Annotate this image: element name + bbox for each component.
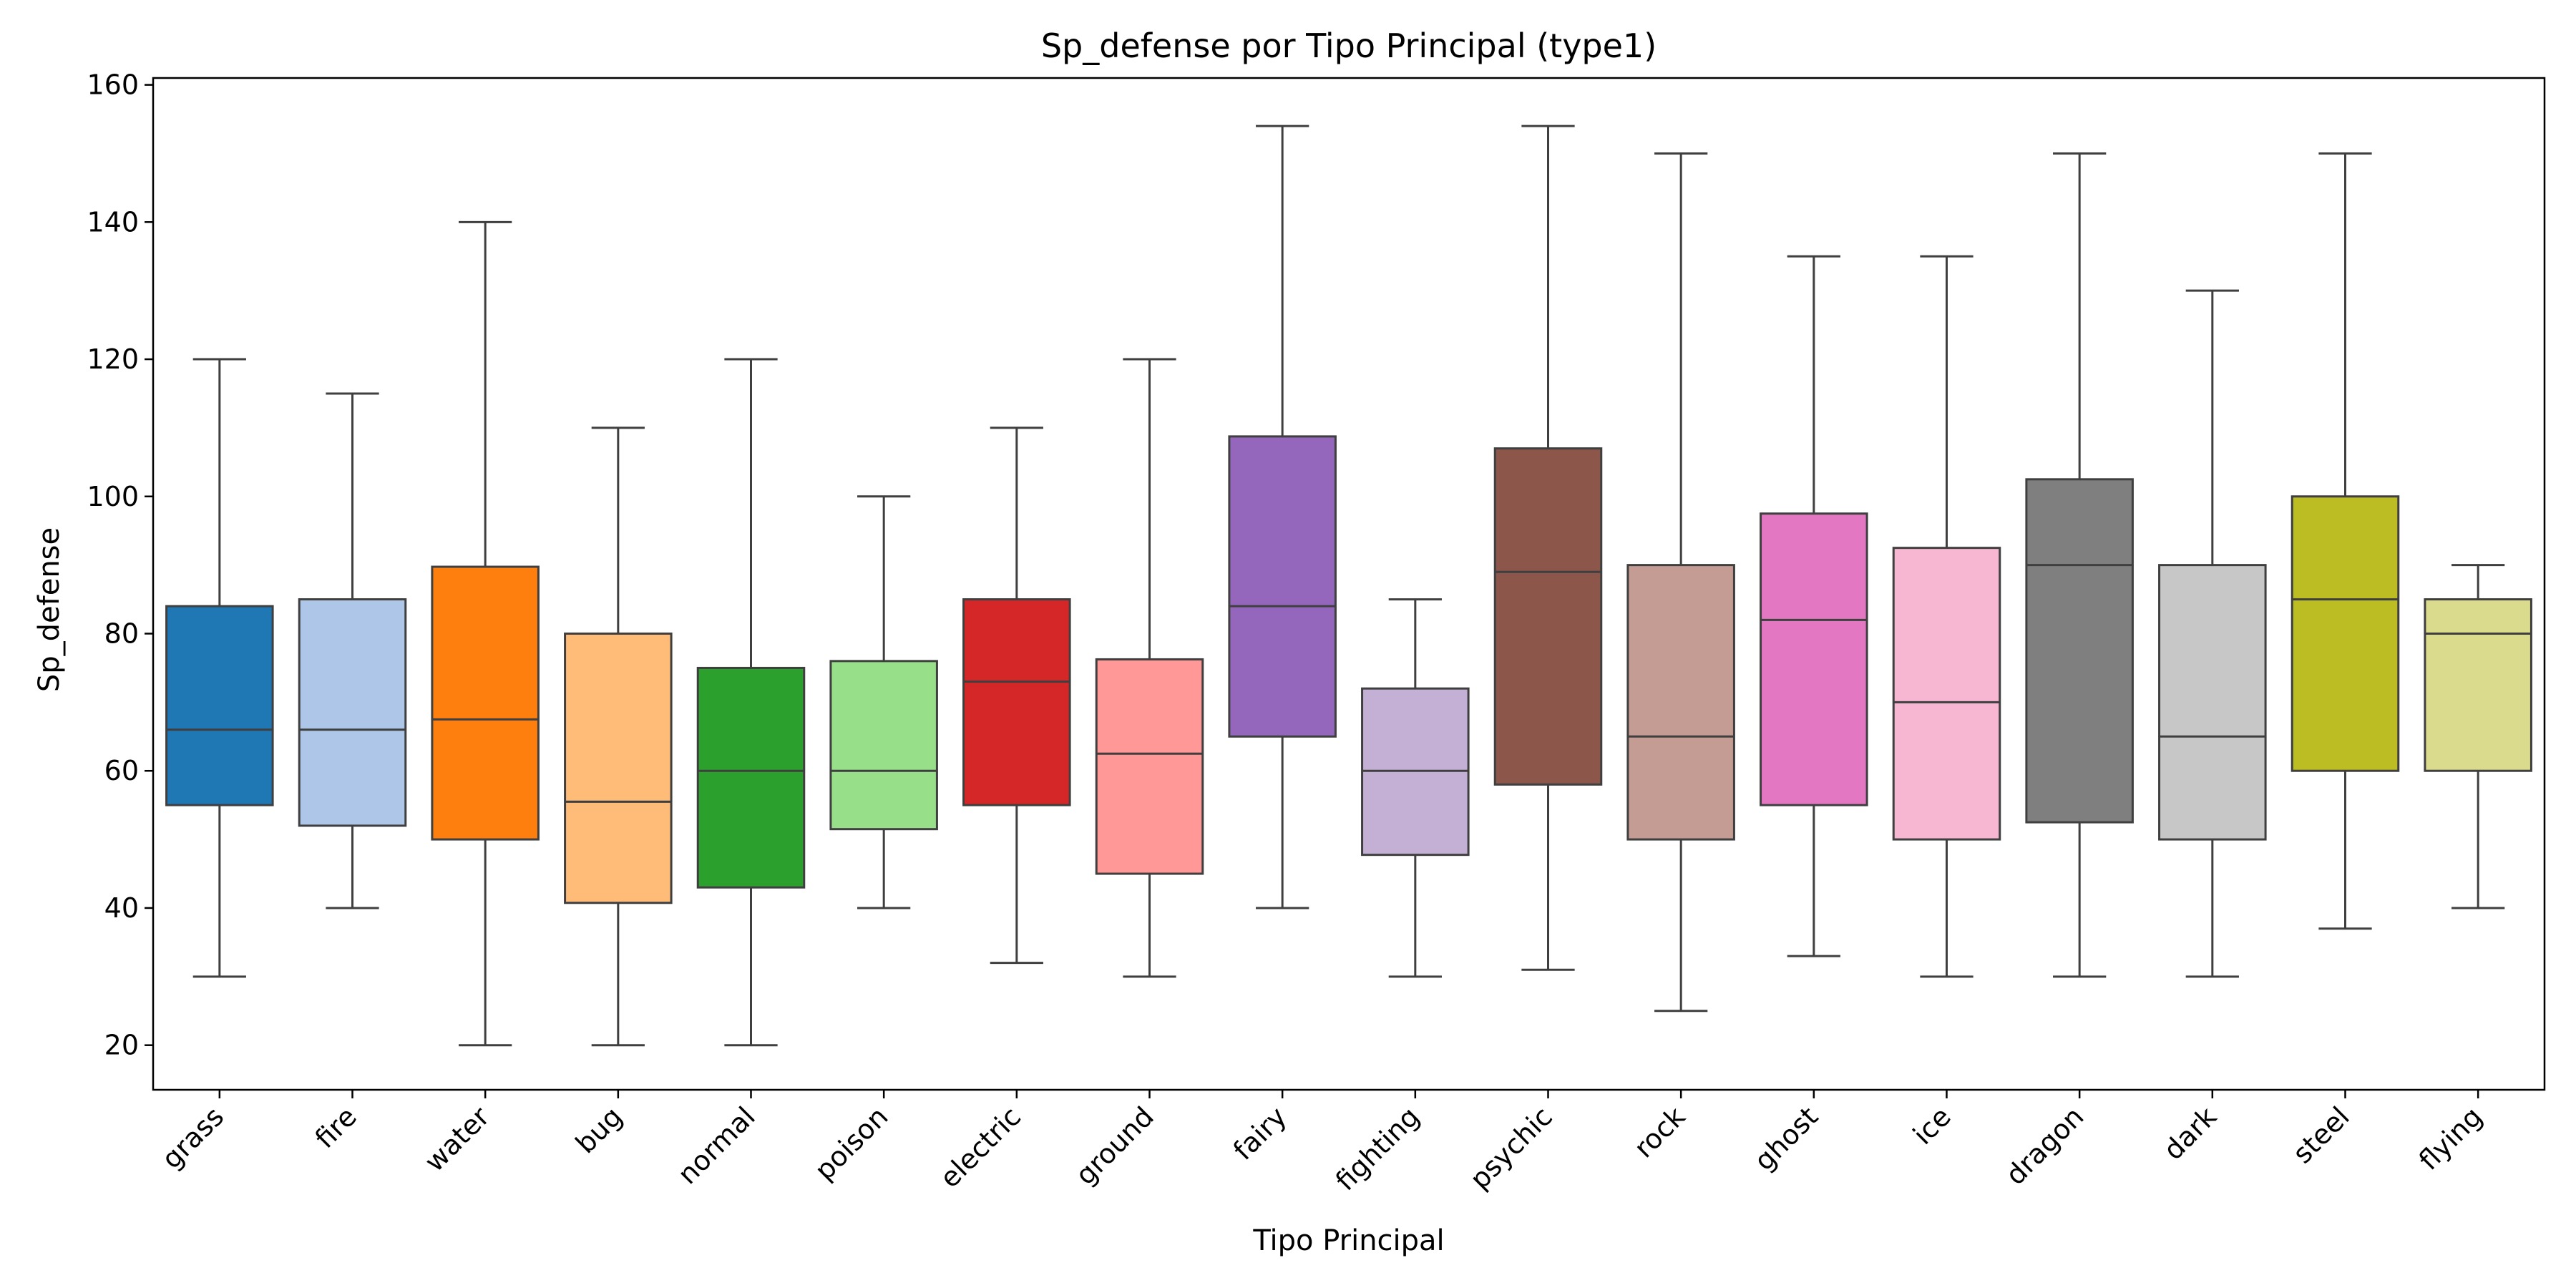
box-normal	[696, 358, 806, 1047]
iqr-box	[2424, 598, 2532, 772]
iqr-box	[1626, 564, 1735, 841]
plot-frame	[152, 77, 2546, 1091]
box-rock	[1626, 152, 1735, 1013]
y-axis-ticks: 20 40 60 80 100 120 140 160	[87, 69, 153, 1061]
y-tick-label: 140	[87, 206, 139, 238]
iqr-box	[298, 598, 407, 827]
box-electric	[962, 426, 1071, 965]
box-grass	[165, 358, 274, 978]
iqr-box	[962, 598, 1071, 806]
box-ghost	[1760, 255, 1868, 957]
iqr-box	[1493, 447, 1603, 786]
iqr-box	[431, 565, 540, 841]
box-steel	[2290, 152, 2400, 930]
box-flying	[2424, 564, 2532, 909]
x-axis-label: Tipo Principal	[1252, 1224, 1444, 1257]
y-tick-label: 20	[104, 1030, 139, 1061]
box-fairy	[1228, 125, 1337, 909]
y-tick-label: 160	[87, 69, 139, 101]
iqr-box	[829, 660, 938, 831]
box-water	[431, 220, 540, 1047]
box-bug	[564, 426, 673, 1047]
box-poison	[829, 495, 938, 909]
iqr-box	[696, 666, 806, 889]
iqr-box	[165, 605, 274, 806]
iqr-box	[2290, 495, 2400, 772]
y-tick-label: 80	[104, 618, 139, 650]
box-ice	[1892, 255, 2001, 978]
box-fire	[298, 392, 407, 909]
box-dark	[2158, 289, 2267, 978]
iqr-box	[1228, 435, 1337, 738]
chart-title: Sp_defense por Tipo Principal (type1)	[1041, 26, 1657, 65]
y-tick-label: 120	[87, 343, 139, 375]
boxes-layer	[165, 125, 2532, 1047]
iqr-box	[1095, 658, 1204, 875]
box-fighting	[1361, 598, 1470, 978]
y-tick-label: 100	[87, 481, 139, 512]
y-tick-label: 40	[104, 892, 139, 924]
iqr-box	[564, 633, 673, 904]
iqr-box	[1760, 512, 1868, 806]
box-ground	[1095, 358, 1204, 978]
iqr-box	[2158, 564, 2267, 841]
iqr-box	[2025, 478, 2134, 824]
iqr-box	[1892, 547, 2001, 841]
y-axis-label: Sp_defense	[33, 527, 66, 692]
box-dragon	[2025, 152, 2134, 978]
box-psychic	[1493, 125, 1603, 971]
y-tick-label: 60	[104, 755, 139, 786]
